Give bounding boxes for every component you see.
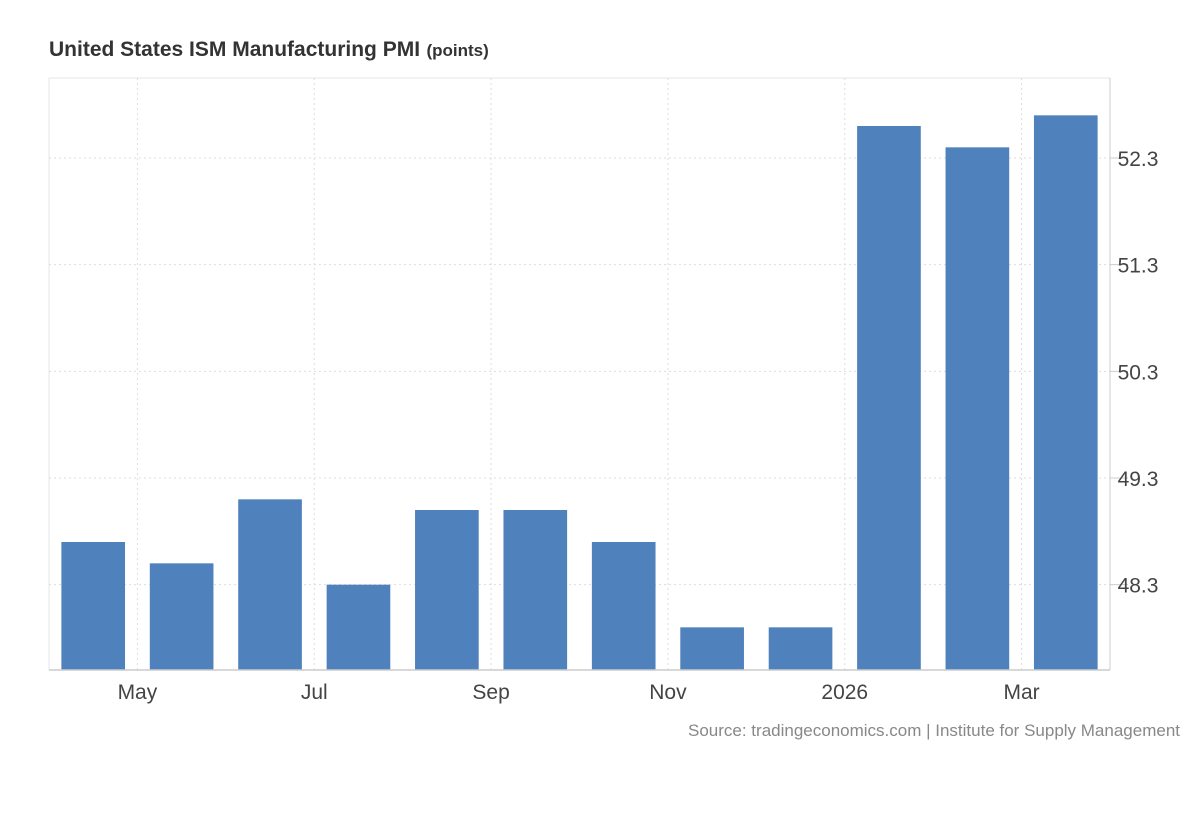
bar bbox=[857, 126, 921, 670]
bar bbox=[680, 627, 744, 670]
y-tick-label: 48.3 bbox=[1118, 575, 1159, 598]
y-tick-label: 49.3 bbox=[1118, 468, 1159, 491]
x-tick-label: Mar bbox=[1003, 681, 1039, 704]
bar bbox=[1033, 115, 1098, 671]
y-tick-label: 52.3 bbox=[1118, 148, 1159, 171]
bar bbox=[61, 542, 126, 670]
bar bbox=[326, 584, 391, 670]
bar bbox=[149, 563, 214, 670]
chart-title: United States ISM Manufacturing PMI (poi… bbox=[49, 38, 489, 62]
x-tick-label: 2026 bbox=[821, 681, 868, 704]
bar bbox=[415, 510, 479, 670]
bar bbox=[945, 147, 1010, 671]
source-note: Source: tradingeconomics.com | Institute… bbox=[688, 721, 1180, 740]
y-tick-label: 51.3 bbox=[1118, 255, 1159, 278]
x-tick-label: Sep bbox=[472, 681, 509, 704]
y-tick-label: 50.3 bbox=[1118, 361, 1159, 384]
chart-title-text: United States ISM Manufacturing PMI bbox=[49, 38, 421, 61]
bar bbox=[238, 499, 302, 670]
x-tick-label: May bbox=[118, 681, 158, 704]
bar bbox=[768, 627, 833, 670]
x-tick-label: Jul bbox=[301, 681, 328, 704]
bar bbox=[503, 510, 568, 670]
bar bbox=[591, 542, 656, 670]
x-tick-label: Nov bbox=[649, 681, 687, 704]
chart-unit: (points) bbox=[426, 41, 489, 60]
